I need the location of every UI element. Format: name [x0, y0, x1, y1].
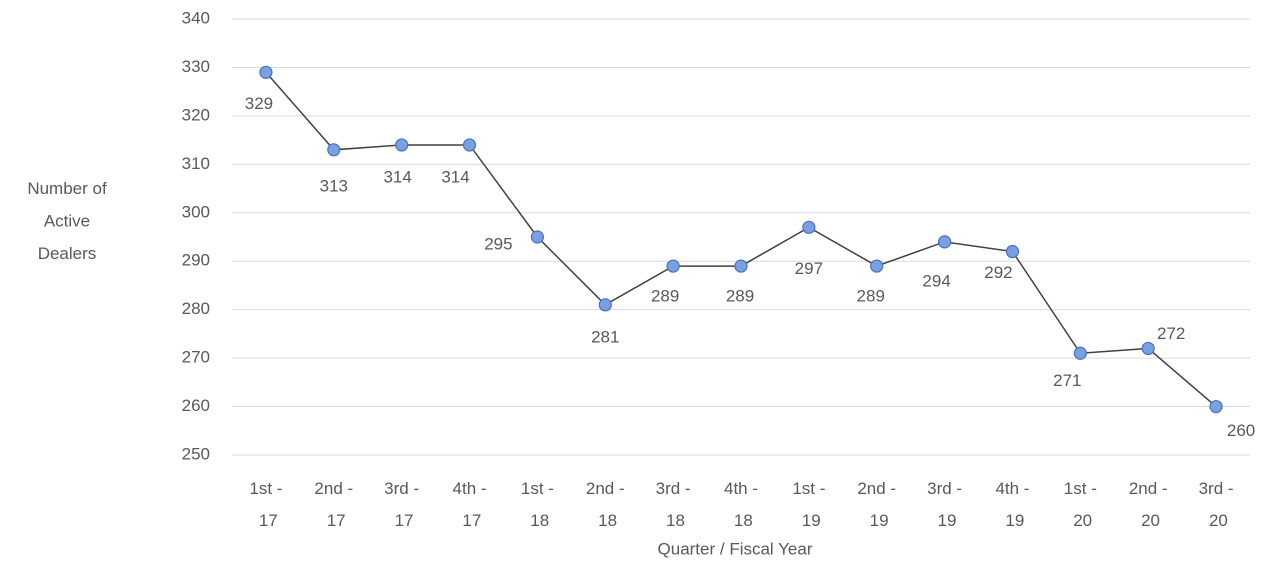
y-tick-label: 330	[182, 57, 210, 76]
x-tick-label: 4th - 18	[724, 479, 758, 530]
marker	[259, 65, 273, 79]
y-tick-label: 320	[182, 105, 210, 124]
data-label: 289	[651, 287, 679, 306]
data-label: 294	[922, 271, 950, 290]
line	[265, 71, 1217, 408]
data-label: 292	[984, 263, 1012, 282]
x-tick-label: 2nd - 17	[314, 479, 353, 530]
marker	[462, 138, 477, 152]
x-tick-label: 4th - 17	[453, 479, 487, 530]
marker	[870, 259, 884, 273]
x-tick-label: 3rd - 20	[1199, 479, 1234, 530]
marker	[598, 298, 612, 312]
y-tick-label: 290	[182, 251, 210, 270]
x-tick-label: 1st - 20	[1064, 479, 1097, 530]
y-tick-label: 340	[182, 8, 210, 27]
x-tick-label: 4th - 19	[995, 479, 1029, 530]
data-label: 313	[320, 176, 348, 195]
data-label: 329	[245, 94, 273, 113]
y-tick-label: 280	[182, 299, 210, 318]
x-tick-label: 1st - 17	[249, 479, 282, 530]
x-axis-title: Quarter / Fiscal Year	[658, 539, 813, 558]
y-tick-label: 310	[182, 154, 210, 173]
data-label: 281	[591, 327, 619, 346]
y-tick-label: 250	[182, 444, 210, 463]
marker	[802, 220, 816, 234]
marker	[327, 143, 341, 157]
marker	[1209, 399, 1223, 414]
y-tick-label: 260	[182, 396, 210, 415]
data-label: 297	[795, 259, 823, 278]
data-label: 289	[726, 287, 754, 306]
data-label: 314	[383, 167, 411, 186]
marker	[666, 259, 680, 273]
data-label: 314	[441, 167, 469, 186]
x-tick-label: 1st - 18	[521, 479, 554, 530]
data-label: 289	[857, 287, 885, 306]
marker	[1141, 341, 1155, 356]
x-tick-label: 3rd - 19	[927, 479, 962, 530]
data-label: 272	[1157, 324, 1185, 343]
data-label: 295	[484, 234, 512, 253]
y-tick-label: 300	[182, 202, 210, 221]
data-label: 271	[1053, 371, 1081, 390]
marker	[937, 235, 952, 249]
x-tick-label: 2nd - 20	[1129, 479, 1168, 530]
marker	[1073, 346, 1087, 360]
x-tick-label: 1st - 19	[792, 479, 825, 530]
x-tick-label: 2nd - 19	[857, 479, 896, 530]
x-tick-label: 2nd - 18	[586, 479, 625, 530]
x-tick-label: 3rd - 17	[384, 479, 419, 530]
marker	[734, 259, 748, 273]
marker	[1005, 244, 1020, 259]
y-axis-title: Number of Active Dealers	[27, 179, 107, 263]
x-tick-label: 3rd - 18	[656, 479, 691, 530]
marker	[530, 230, 545, 244]
marker	[395, 138, 409, 152]
y-tick-label: 270	[182, 348, 210, 367]
data-label: 260	[1227, 421, 1255, 440]
